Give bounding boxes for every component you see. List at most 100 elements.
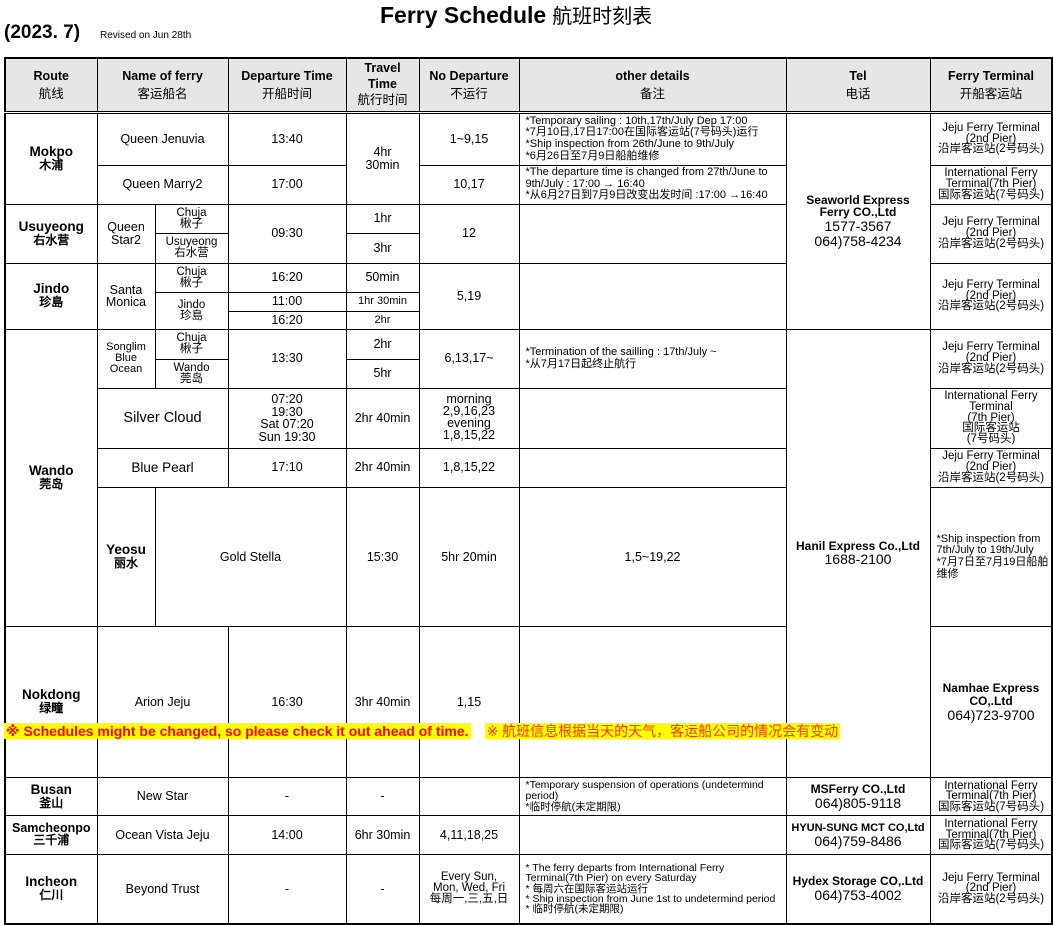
route-samcheonpo: Samcheonpo 三千浦: [4, 815, 98, 856]
cell-text: 丽水: [113, 555, 138, 570]
cell-text: Wando: [29, 463, 74, 479]
cell-text: 064)759-8486: [814, 833, 902, 850]
ferry-terminal: Jeju Ferry Terminal (2nd Pier) 沿岸客运站(2号码…: [929, 447, 1053, 488]
ferry-terminal: Jeju Ferry Terminal (2nd Pier) 沿岸客运站(2号码…: [929, 328, 1053, 389]
travel-time: 4hr 30min: [345, 111, 420, 205]
cell-text: 莞岛: [39, 476, 64, 491]
cell-text: other details: [615, 68, 690, 83]
tel-hydex: Hydex Storage CO,.Ltd 064)753-4002: [785, 854, 931, 925]
table-row: Silver Cloud 07:20 19:30 Sat 07:20 Sun 1…: [5, 387, 1053, 449]
cell-text: Ferry Terminal: [948, 68, 1034, 83]
cell-text: 仁川: [39, 887, 64, 902]
tel-msferry: MSFerry CO.,Ltd 064)805-9118: [785, 777, 931, 817]
table-row: Blue Pearl 17:10 2hr 40min 1,8,15,22 Jej…: [5, 447, 1053, 488]
travel-time: 1hr: [345, 203, 420, 234]
departure-time: 09:30: [227, 203, 347, 264]
cell-text: Namhae Express CO,.Ltd: [942, 681, 1040, 708]
no-departure: 1~9,15: [418, 111, 520, 166]
col-ferry-name: Name of ferry 客运船名: [96, 57, 229, 114]
other-details: * The ferry departs from International F…: [518, 854, 787, 925]
ferry-name: Santa Monica: [96, 262, 156, 330]
tel-seaworld: Seaworld Express Ferry CO.,Ltd 1577-3567 …: [785, 111, 931, 330]
ferry-name: Beyond Trust: [96, 854, 229, 925]
departure-time: 11:00: [227, 291, 347, 312]
table-row: Busan 釜山 New Star - - *Temporary suspensi…: [4, 777, 1053, 817]
tel-hanil: Hanil Express Co.,Ltd 1688-2100: [785, 328, 931, 779]
ferry-name: Songlim Blue Ocean: [96, 328, 156, 389]
cell-text: 064)723-9700: [947, 706, 1035, 723]
ferry-terminal: Jeju Ferry Terminal (2nd Pier) 沿岸客运站(2号码…: [929, 111, 1053, 166]
departure-time: 13:40: [227, 111, 347, 166]
cell-text: Tel: [849, 68, 867, 83]
cell-text: Travel Time: [364, 61, 401, 91]
stop-name: Chuja 楸子: [154, 203, 229, 234]
other-details: [518, 262, 787, 330]
table-row: Samcheonpo 三千浦 Ocean Vista Jeju 14:00 6hr…: [4, 815, 1053, 856]
ferry-name: Blue Pearl: [96, 447, 229, 488]
col-terminal: Ferry Terminal 开船客运站: [929, 57, 1053, 114]
cell-text: 不运行: [450, 86, 488, 101]
departure-time: 16:30: [227, 626, 347, 779]
cell-text: 珍島: [39, 295, 64, 309]
other-details: [518, 203, 787, 264]
departure-time: 16:20: [227, 310, 347, 330]
ferry-terminal: International Ferry Terminal(7th Pier) 国…: [929, 164, 1053, 205]
stop-name: Chuja 楸子: [154, 328, 229, 360]
no-departure: 12: [418, 203, 520, 264]
route-nokdong: Nokdong 绿疃: [4, 626, 98, 779]
departure-time: -: [227, 854, 347, 925]
ferry-terminal: International Ferry Terminal(7th Pier) 国…: [929, 815, 1053, 856]
travel-time: -: [345, 777, 420, 817]
cell-text: Busan: [30, 781, 72, 797]
route-mokpo: Mokpo 木浦: [4, 111, 98, 205]
ferry-name: Queen Marry2: [96, 164, 229, 205]
ferry-terminal: International Ferry Terminal(7th Pier) 国…: [929, 777, 1053, 817]
travel-time: 1hr 30min: [345, 291, 420, 312]
col-no-departure: No Departure 不运行: [418, 57, 520, 114]
table-row: Incheon 仁川 Beyond Trust - - Every Sun, Mo…: [4, 854, 1053, 925]
col-route: Route 航线: [4, 57, 98, 114]
travel-time: 3hr 40min: [345, 626, 420, 779]
cell-text: Yeosu: [106, 542, 146, 558]
no-departure: Every Sun, Mon, Wed, Fri 每周一,三,五,日: [418, 854, 520, 925]
other-details: [518, 447, 787, 488]
cell-text: Name of ferry: [122, 68, 203, 83]
stop-name: Usuyeong 右水营: [154, 232, 229, 264]
departure-time: 17:10: [227, 447, 347, 488]
other-details: [518, 815, 787, 856]
cell-text: Nokdong: [22, 687, 81, 703]
travel-time: 6hr 30min: [345, 815, 420, 856]
no-departure: 1,5~19,22: [518, 486, 787, 628]
col-tel: Tel 电话: [785, 57, 931, 114]
stop-name: Wando 莞岛: [154, 358, 229, 389]
cell-text: 064)805-9118: [814, 794, 902, 811]
cell-text: 开船时间: [261, 86, 312, 101]
col-other-details: other details 备注: [518, 57, 787, 114]
ferry-name: Arion Jeju: [96, 626, 229, 779]
other-details: *Ship inspection from 7th/July to 19th/J…: [929, 486, 1053, 628]
travel-time: 50min: [345, 262, 420, 293]
no-departure: 1,8,15,22: [418, 447, 520, 488]
departure-time: 15:30: [345, 486, 420, 628]
cell-text: 右水营: [33, 232, 70, 247]
page-title: Ferry Schedule 航班时刻表: [380, 0, 652, 29]
route-incheon: Incheon 仁川: [4, 854, 98, 925]
table-row: Usuyeong 右水营 3hr: [5, 232, 1052, 264]
travel-time: 5hr 20min: [418, 486, 520, 628]
cell-text: Hanil Express Co.,Ltd: [795, 538, 921, 553]
schedule-table: Route 航线 Name of ferry 客运船名 Departure Time…: [4, 57, 1053, 925]
no-departure: 1,15: [418, 626, 520, 779]
col-travel-time: Travel Time 航行时间: [345, 57, 420, 114]
travel-time: 2hr: [345, 328, 420, 360]
no-departure: [418, 777, 520, 817]
travel-time: 2hr 40min: [345, 387, 420, 449]
cell-text: Seaworld Express Ferry CO.,Ltd: [806, 192, 910, 220]
tel-hyunsung: HYUN-SUNG MCT CO,Ltd 064)759-8486: [785, 815, 931, 856]
ferry-name: Gold Stella: [154, 486, 347, 628]
header-row: Route 航线 Name of ferry 客运船名 Departure Time…: [4, 57, 1053, 114]
cell-text: 航行时间: [357, 92, 408, 107]
table-row: Jindo 珍島 11:00 1hr 30min: [5, 291, 1052, 330]
revised-date: Revised on Jun 28th: [100, 30, 192, 41]
no-departure: 4,11,18,25: [418, 815, 520, 856]
route-usuyeong: Usuyeong 右水营: [4, 203, 98, 264]
